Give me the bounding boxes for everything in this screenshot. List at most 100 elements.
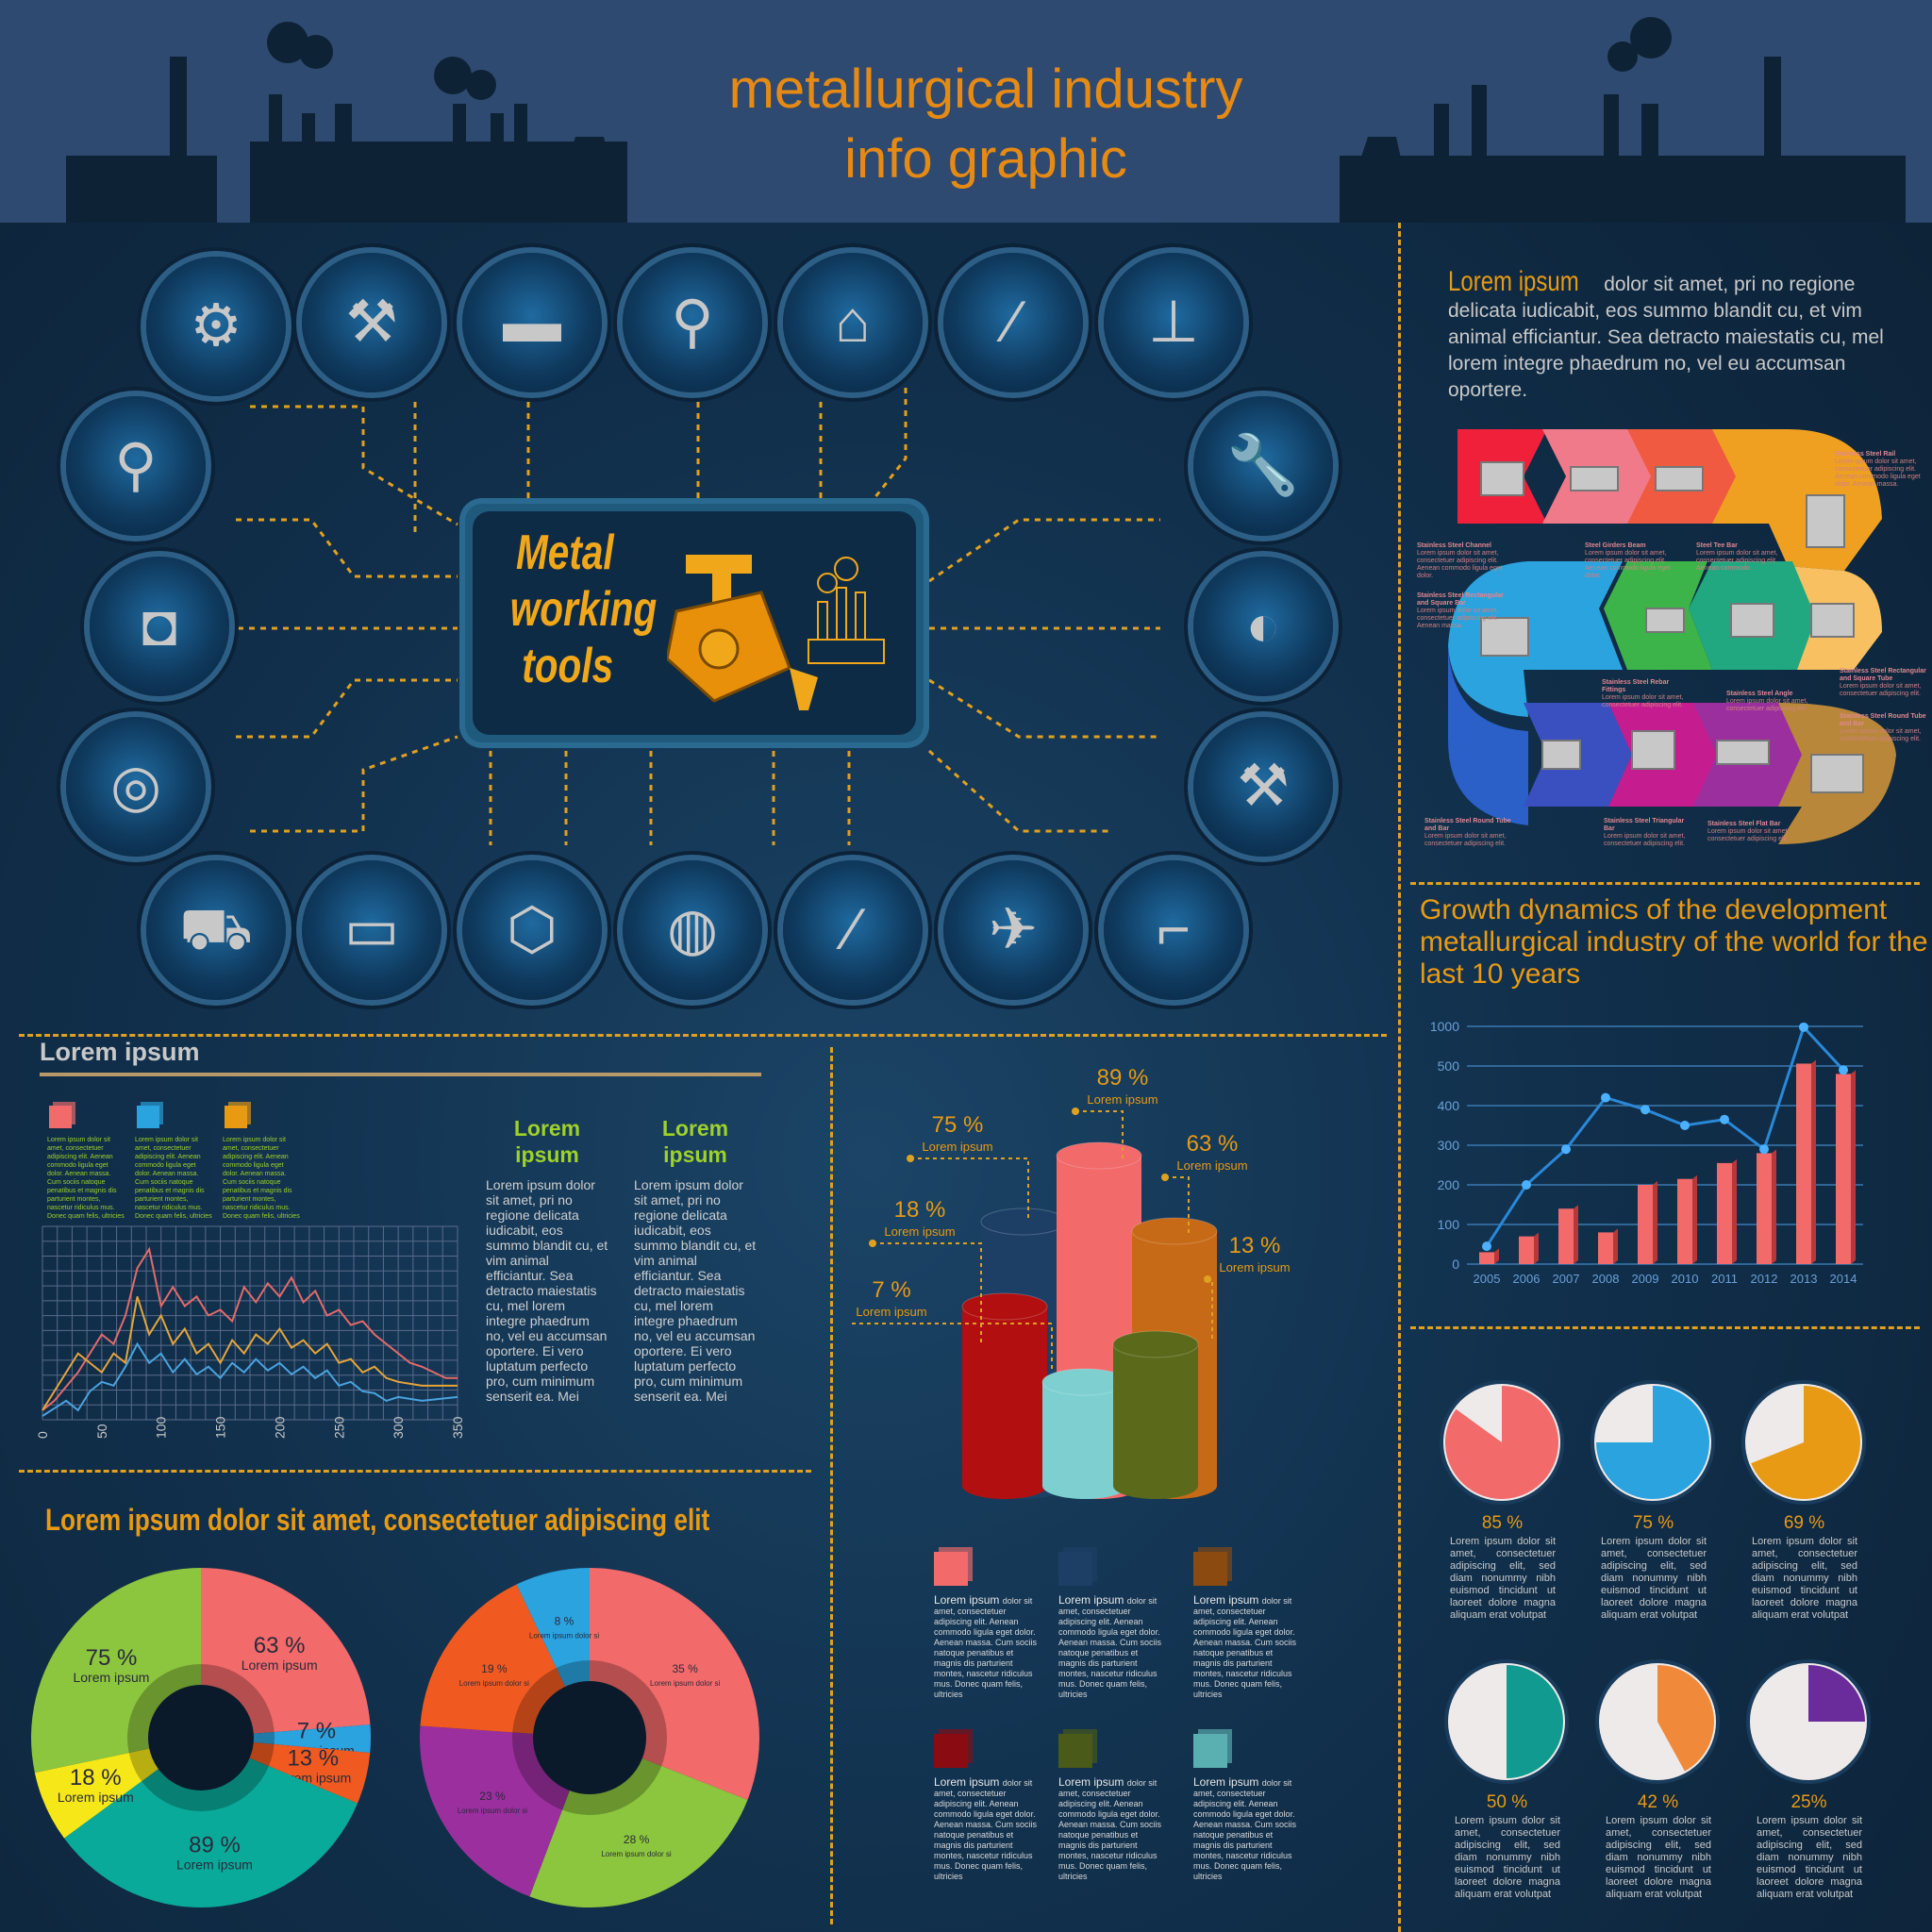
- callout-line: [873, 1242, 982, 1344]
- line-point: [1720, 1114, 1729, 1124]
- steel-label-title: Stainless Steel Round Tube and Bar: [1424, 818, 1511, 832]
- legend-body: dolor sit amet, consectetuer adipiscing …: [934, 1596, 1038, 1699]
- bar-side: [1772, 1149, 1776, 1264]
- column-2-text: Lorem ipsum dolor sit amet, pri no regio…: [634, 1177, 757, 1404]
- legend-text: Lorem ipsum dolor sit amet, consectetuer…: [1193, 1594, 1299, 1700]
- lathe-icon: ▭: [302, 860, 441, 1000]
- legend-text: Lorem ipsum dolor sit amet, consectetuer…: [934, 1776, 1040, 1882]
- steel-label: Stainless Steel Flat Bar Lorem ipsum dolo…: [1707, 821, 1797, 843]
- slice-label: 7 %: [297, 1719, 336, 1744]
- bar: [1638, 1185, 1653, 1264]
- callout-dot: [869, 1240, 876, 1247]
- legend-swatch: [1058, 1552, 1092, 1586]
- x-tick-label: 0: [35, 1431, 50, 1439]
- small-pie-text: Lorem ipsum dolor sit amet, consectetuer…: [1450, 1536, 1556, 1621]
- slice-sub: Lorem ipsum dolor si: [529, 1632, 599, 1641]
- panel-title-line-2: working: [509, 582, 658, 637]
- y-tick-label: 0: [1452, 1257, 1459, 1272]
- steel-label: Stainless Steel Rectangular and Square T…: [1840, 668, 1929, 698]
- steel-label: Stainless Steel Rail Lorem ipsum dolor si…: [1835, 451, 1924, 489]
- slice-label: 19 %: [481, 1662, 508, 1675]
- heading-underline: [40, 1073, 761, 1076]
- intro-lead: Lorem ipsum: [1448, 266, 1579, 297]
- small-pie: [1746, 1659, 1871, 1784]
- drill-icon: ⌐: [1104, 860, 1243, 1000]
- column-2-title: Lorem ipsum: [661, 1116, 729, 1167]
- slice-label: 23 %: [479, 1790, 506, 1803]
- slice-label: 35 %: [672, 1662, 698, 1675]
- text-column-2: Lorem ipsum Lorem ipsum dolor sit amet, …: [634, 1115, 757, 1404]
- slice-sub: Lorem ipsum dolor si: [458, 1807, 527, 1815]
- grinder-icon: ⚙: [146, 257, 286, 396]
- cylinder-label: 75 %: [932, 1112, 984, 1138]
- legend-body: dolor sit amet, consectetuer adipiscing …: [934, 1778, 1038, 1881]
- steel-label-title: Stainless Steel Round Tube and Bar: [1840, 713, 1926, 727]
- callout-dot: [1204, 1275, 1211, 1283]
- small-pie-label: 25%: [1790, 1792, 1827, 1812]
- legend-lead: Lorem ipsum: [1193, 1775, 1262, 1789]
- x-tick-label: 100: [154, 1416, 169, 1439]
- steel-label-title: Stainless Steel Channel: [1417, 542, 1491, 549]
- bar: [1519, 1236, 1534, 1264]
- divider-right-1: [1410, 882, 1920, 885]
- cylinder-sub: Lorem ipsum: [884, 1224, 955, 1239]
- cylinder-top: [980, 1208, 1067, 1236]
- cylinder-sub: Lorem ipsum: [1087, 1092, 1158, 1107]
- series-line: [1485, 1024, 1845, 1247]
- small-pie: [1741, 1380, 1866, 1505]
- legend-text: Lorem ipsum dolor sit amet, consectetuer…: [47, 1137, 125, 1220]
- pie-slice: [201, 1724, 371, 1753]
- legend-text: Lorem ipsum dolor sit amet, consectetuer…: [135, 1137, 212, 1220]
- panel-title-line-1: Metal: [516, 525, 614, 580]
- y-tick-label: 100: [1438, 1217, 1460, 1232]
- pie-slice: [1808, 1665, 1865, 1722]
- callout-line: [849, 1323, 1053, 1373]
- cylinder-top: [1056, 1141, 1142, 1170]
- factory-skyline: [66, 17, 1906, 223]
- cylinder-sub: Lorem ipsum: [1176, 1158, 1247, 1173]
- slice-sub: Lorem ipsum dolor si: [650, 1679, 720, 1688]
- column-1-text: Lorem ipsum dolor sit amet, pri no regio…: [486, 1177, 608, 1404]
- divider-mid: [19, 1034, 1387, 1037]
- line-point: [1482, 1241, 1491, 1252]
- legend-lead: Lorem ipsum: [934, 1593, 1003, 1607]
- cylinder-label: 7 %: [872, 1277, 910, 1303]
- pie-slice: [64, 1738, 358, 1907]
- legend-swatch: [1058, 1734, 1092, 1768]
- intro-text: dolor sit amet, pri no regione delicata …: [1448, 274, 1884, 401]
- small-pie-label: 69 %: [1783, 1513, 1825, 1533]
- slice-sub: Lorem ipsum: [58, 1790, 134, 1805]
- small-pie-text: Lorem ipsum dolor sit amet, consectetuer…: [1455, 1815, 1560, 1900]
- steel-label-desc: Lorem ipsum dolor sit amet, consectetuer…: [1840, 728, 1922, 742]
- x-tick-label: 50: [94, 1424, 109, 1439]
- slice-sub: Lorem ipsum: [242, 1657, 318, 1673]
- bar-side: [1494, 1248, 1499, 1264]
- y-tick-label: 500: [1438, 1058, 1460, 1074]
- page-title: metallurgical industry info graphic: [547, 55, 1424, 194]
- legend-lead: Lorem ipsum: [1058, 1775, 1127, 1789]
- bolt-icon: ⚲: [66, 396, 206, 536]
- series-line: [42, 1246, 458, 1411]
- intro-paragraph: Lorem ipsum dolor sit amet, pri no regio…: [1448, 266, 1910, 404]
- growth-bar-chart: 0 100 200 300 400 500 1000 2005 2006 2007 2008 2009…: [1430, 1019, 1863, 1286]
- pie-slice: [1657, 1665, 1714, 1772]
- series-line: [42, 1296, 458, 1411]
- donut-heading: Lorem ipsum dolor sit amet, consectetuer…: [45, 1503, 710, 1537]
- foundry-icon: [667, 555, 885, 710]
- line-point: [1561, 1144, 1571, 1155]
- slice-sub: Lorem ipsum dolor si: [459, 1679, 529, 1688]
- bar-side: [1851, 1070, 1856, 1264]
- bar: [1836, 1074, 1851, 1264]
- legend-text: Lorem ipsum dolor sit amet, consectetuer…: [1058, 1775, 1164, 1882]
- steel-label-desc: Lorem ipsum dolor sit amet, consectetuer…: [1840, 683, 1922, 697]
- slice-label: 8 %: [555, 1615, 575, 1628]
- small-pie-label: 42 %: [1637, 1792, 1679, 1812]
- legend-swatch: [225, 1106, 247, 1128]
- legend-swatch: [934, 1734, 968, 1768]
- bar: [1479, 1252, 1494, 1264]
- cylinder-label: 13 %: [1229, 1233, 1281, 1258]
- slice-sub: Lorem ipsum dolor si: [601, 1850, 671, 1858]
- x-tick-label: 300: [391, 1416, 406, 1439]
- steel-label-title: Stainless Steel Angle: [1726, 691, 1793, 697]
- section-heading: Lorem ipsum: [40, 1038, 200, 1066]
